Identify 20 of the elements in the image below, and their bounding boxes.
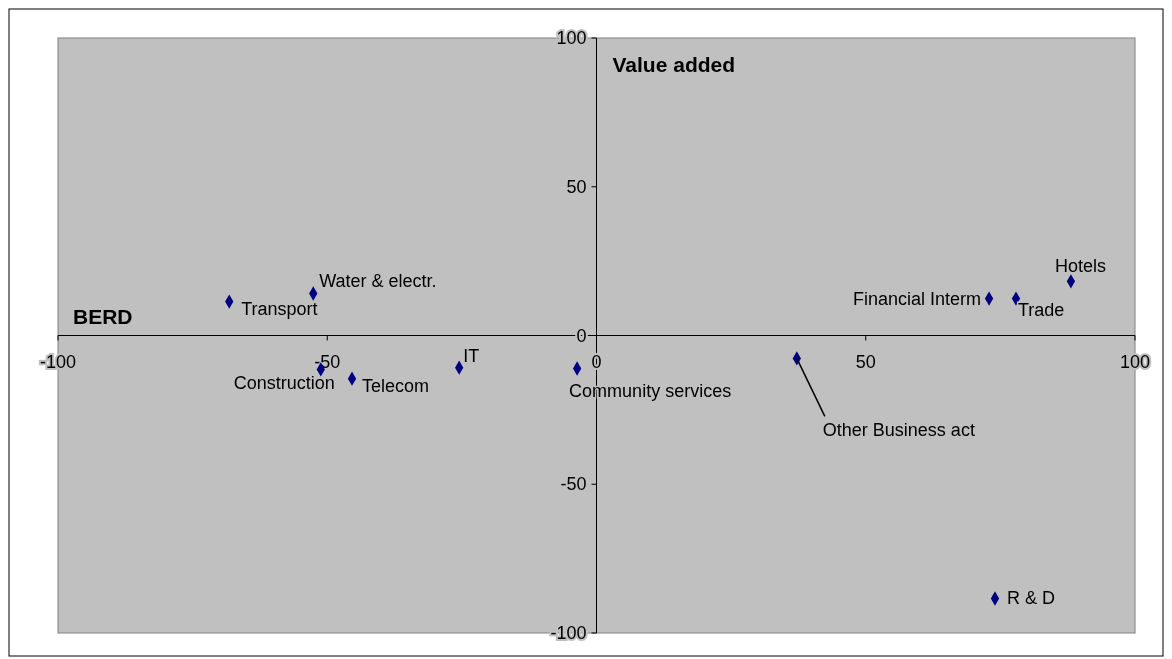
x-tick-label: -100 [39, 351, 77, 372]
y-tick-label: 100 [556, 28, 587, 48]
annotation: IT [463, 345, 480, 366]
annotation: Telecom [362, 375, 430, 396]
annotation: Financial Interm [853, 288, 982, 309]
annotation: Trade [1017, 299, 1065, 320]
annotation: Water & electr. [319, 270, 437, 291]
x-tick-label: -50 [314, 351, 341, 372]
y-tick-label: -50 [560, 474, 587, 495]
annotation: Construction [233, 373, 335, 394]
x-tick-label: 100 [1119, 351, 1151, 372]
y-axis-title: Value added [612, 53, 736, 76]
x-tick-label: 50 [855, 351, 876, 372]
annotation: Transport [241, 298, 318, 319]
annotation: Other Business act [822, 420, 975, 441]
annotation: R & D [1006, 588, 1056, 609]
y-tick-label: -100 [550, 623, 587, 643]
y-tick-label: 50 [566, 176, 587, 197]
annotation: Hotels [1054, 256, 1106, 277]
x-axis-title: BERD [73, 304, 133, 328]
